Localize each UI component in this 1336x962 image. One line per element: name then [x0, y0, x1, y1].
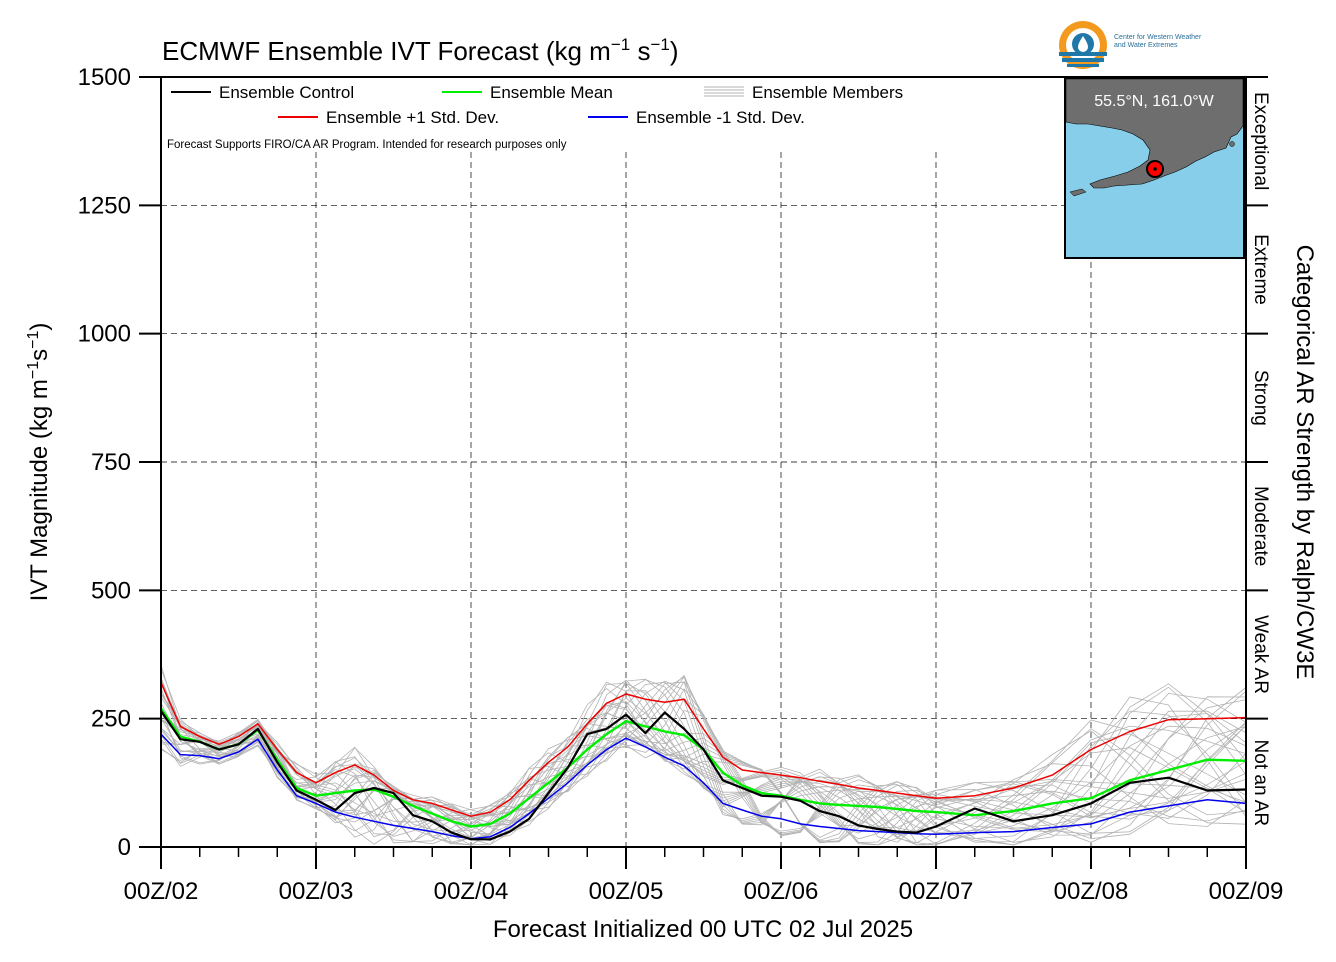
- ensemble-member-line: [160, 681, 1247, 845]
- y-axis-label: IVT Magnitude (kg m−1s−1): [25, 323, 53, 602]
- cw3e-logo: Center for Western Weather and Water Ext…: [1056, 18, 1246, 74]
- chart-title: ECMWF Ensemble IVT Forecast (kg m−1 s−1): [162, 35, 679, 66]
- category-axis: Not an AR Weak AR Moderate Strong Extreme Exc…: [1246, 76, 1271, 827]
- legend: Ensemble Control Ensemble Mean Ensemble …: [167, 83, 903, 151]
- x-tick-label: 00Z/04: [434, 878, 509, 905]
- series-ensemble-mean: [160, 707, 1247, 828]
- series-layer: [160, 682, 1247, 841]
- ensemble-member-line: [160, 664, 1247, 838]
- y-tick-label: 750: [91, 449, 131, 476]
- inset-island: [1069, 188, 1087, 197]
- x-tick-label: 00Z/06: [744, 878, 819, 905]
- legend-label-control: Ensemble Control: [219, 83, 354, 102]
- ensemble-member-line: [160, 679, 1247, 846]
- y-axis: 0 250 500 750 1000 1250 1500: [78, 64, 161, 861]
- inset-land: [1065, 78, 1244, 189]
- category-label: Moderate: [1250, 486, 1271, 566]
- y-tick-label: 1250: [78, 192, 131, 219]
- ensemble-member-line: [160, 668, 1247, 836]
- ensemble-member-line: [160, 676, 1247, 846]
- x-tick-label: 00Z/07: [899, 878, 974, 905]
- x-axis-label: Forecast Initialized 00 UTC 02 Jul 2025: [493, 916, 913, 943]
- y-tick-label: 0: [118, 834, 131, 861]
- category-label: Strong: [1250, 370, 1271, 426]
- y-tick-label: 1000: [78, 321, 131, 348]
- x-tick-label: 00Z/03: [279, 878, 354, 905]
- inset-island-small: [1229, 141, 1235, 147]
- x-tick-label: 00Z/02: [124, 878, 199, 905]
- y-tick-label: 250: [91, 706, 131, 733]
- series-plus-std: [160, 682, 1247, 817]
- logo-line-1: Center for Western Weather: [1114, 34, 1202, 41]
- legend-label-mean: Ensemble Mean: [490, 83, 613, 102]
- x-tick-label: 00Z/08: [1054, 878, 1129, 905]
- legend-swatch-members: [704, 86, 744, 97]
- y-tick-label: 1500: [78, 64, 131, 91]
- ensemble-member-line: [160, 678, 1247, 846]
- category-label: Extreme: [1250, 234, 1271, 305]
- ensemble-member-line: [160, 724, 1247, 842]
- ensemble-member-line: [160, 681, 1247, 844]
- logo-line-2: and Water Extremes: [1114, 42, 1178, 49]
- ensemble-member-line: [160, 679, 1247, 836]
- legend-label-minus: Ensemble -1 Std. Dev.: [636, 108, 805, 127]
- series-ensemble-control: [160, 710, 1247, 841]
- legend-label-members: Ensemble Members: [752, 83, 903, 102]
- location-marker-dot: [1153, 167, 1157, 171]
- series-minus-std: [160, 733, 1247, 840]
- cw3e-logo-icon: [1059, 21, 1107, 69]
- x-tick-label: 00Z/09: [1209, 878, 1284, 905]
- category-label: Not an AR: [1250, 740, 1271, 827]
- legend-label-plus: Ensemble +1 Std. Dev.: [326, 108, 499, 127]
- ensemble-member-line: [160, 688, 1247, 843]
- inset-location-label: 55.5°N, 161.0°W: [1094, 93, 1214, 110]
- category-axis-label: Categorical AR Strength by Ralph/CW3E: [1291, 245, 1318, 680]
- ensemble-member-line: [160, 676, 1247, 845]
- ensemble-member-line: [160, 693, 1247, 844]
- y-tick-label: 500: [91, 577, 131, 604]
- ensemble-member-line: [160, 687, 1247, 843]
- x-axis: 00Z/02 00Z/03 00Z/04 00Z/05 00Z/06 00Z/07 00Z/…: [124, 847, 1284, 905]
- category-label: Weak AR: [1250, 615, 1271, 694]
- ensemble-member-line: [160, 680, 1247, 846]
- location-inset-map: 55.5°N, 161.0°W: [1064, 77, 1245, 259]
- disclaimer-text: Forecast Supports FIRO/CA AR Program. In…: [167, 139, 567, 151]
- ensemble-members-layer: [160, 664, 1247, 846]
- cw3e-logo-text: Center for Western Weather and Water Ext…: [1114, 34, 1201, 50]
- category-label: Exceptional: [1250, 92, 1271, 190]
- x-tick-label: 00Z/05: [589, 878, 664, 905]
- grid-lines: [161, 152, 1246, 847]
